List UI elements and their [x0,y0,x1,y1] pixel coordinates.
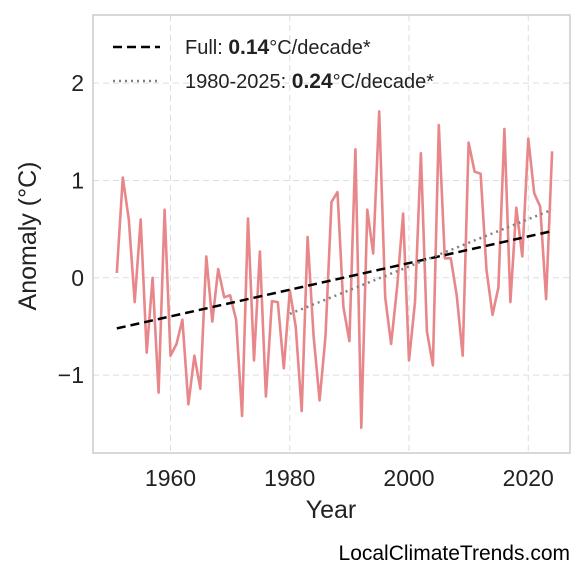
x-tick-label: 2000 [383,465,434,491]
x-tick-label: 1960 [145,465,196,491]
y-tick-label: 1 [71,167,84,193]
y-axis-label: Anomaly (°C) [14,162,42,311]
x-tick-labels: 1960 1980 2000 2020 [145,465,554,491]
credit-text: LocalClimateTrends.com [339,542,570,565]
legend-label-full: Full: 0.14°C/decade* [185,36,371,59]
recent-trend-line [289,208,553,315]
x-axis-label: Year [306,496,357,524]
legend: Full: 0.14°C/decade* 1980-2025: 0.24°C/d… [113,36,434,93]
legend-label-recent: 1980-2025: 0.24°C/decade* [185,70,434,93]
plot-frame [92,14,571,454]
anomaly-series-line [115,110,554,430]
data-lines [115,110,554,430]
y-tick-label: −1 [58,362,84,388]
y-tick-label: 0 [71,265,84,291]
x-tick-label: 1980 [264,465,315,491]
x-tick-label: 2020 [503,465,554,491]
y-tick-labels: −1 0 1 2 [58,70,84,388]
full-trend-line [116,229,553,330]
grid-lines [93,15,570,453]
y-tick-label: 2 [71,70,84,96]
